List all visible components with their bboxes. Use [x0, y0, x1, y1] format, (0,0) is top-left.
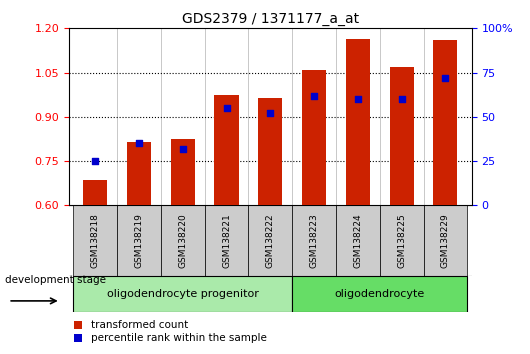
Bar [205, 205, 249, 276]
Bar [127, 142, 151, 205]
Bar [336, 205, 380, 276]
Text: development stage: development stage [5, 275, 107, 285]
Bar [73, 276, 292, 312]
Text: oligodendrocyte progenitor: oligodendrocyte progenitor [107, 289, 259, 299]
Point [441, 75, 449, 81]
Point [222, 105, 231, 111]
Text: GSM138222: GSM138222 [266, 213, 275, 268]
Bar [380, 205, 423, 276]
Text: GSM138220: GSM138220 [178, 213, 187, 268]
Text: GSM138221: GSM138221 [222, 213, 231, 268]
Point [91, 158, 100, 164]
Bar [83, 180, 107, 205]
Legend: transformed count, percentile rank within the sample: transformed count, percentile rank withi… [74, 320, 267, 343]
Bar [434, 40, 457, 205]
Text: GSM138224: GSM138224 [354, 213, 363, 268]
Point [266, 110, 275, 116]
Bar [346, 39, 370, 205]
Bar [117, 205, 161, 276]
Text: GSM138219: GSM138219 [135, 213, 144, 268]
Text: oligodendrocyte: oligodendrocyte [334, 289, 425, 299]
Bar [302, 70, 326, 205]
Text: GSM138225: GSM138225 [397, 213, 406, 268]
Bar [292, 205, 336, 276]
Text: GSM138223: GSM138223 [310, 213, 319, 268]
Point [135, 141, 143, 146]
Point [179, 146, 187, 152]
Point [354, 96, 362, 102]
Bar [249, 205, 292, 276]
Bar [423, 205, 467, 276]
Bar [215, 95, 238, 205]
Bar [171, 139, 195, 205]
Bar [73, 205, 117, 276]
Bar [258, 98, 282, 205]
Bar [390, 67, 414, 205]
Bar [292, 276, 467, 312]
Point [398, 96, 406, 102]
Point [310, 93, 319, 98]
Bar [161, 205, 205, 276]
Title: GDS2379 / 1371177_a_at: GDS2379 / 1371177_a_at [182, 12, 359, 26]
Text: GSM138229: GSM138229 [441, 213, 450, 268]
Text: GSM138218: GSM138218 [91, 213, 100, 268]
